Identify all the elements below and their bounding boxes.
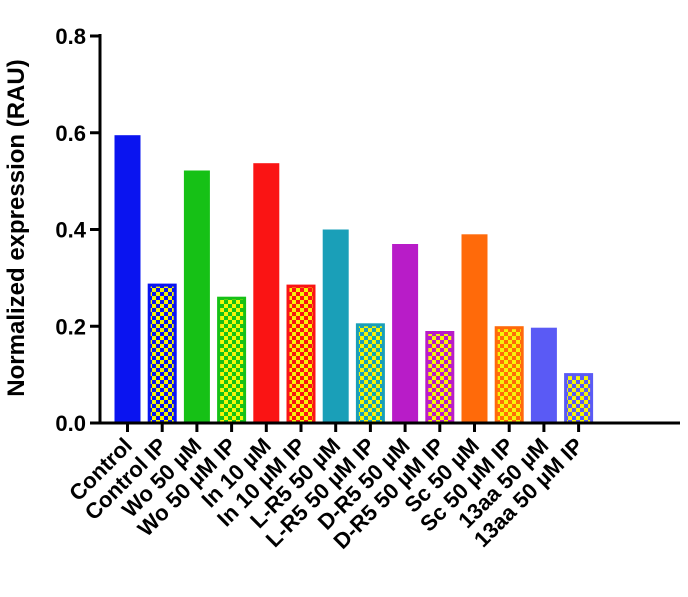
y-tick-label: 0.2 [55,314,86,339]
bar-13 [530,327,557,423]
bar-1 [114,135,141,423]
y-tick-label: 0.0 [55,411,86,436]
bar-10 [425,331,455,425]
bar-9 [392,244,419,423]
y-axis: 0.0 0.2 0.4 0.6 0.8 [55,24,102,436]
bar-3 [183,170,210,423]
bar-11 [461,234,488,423]
bars-group [114,135,594,425]
bar-12 [494,326,524,425]
y-axis-label: Normalized expression (RAU) [3,59,30,396]
y-tick-label: 0.6 [55,121,86,146]
bar-14 [564,373,594,425]
bar-2 [147,283,177,425]
bar-7 [322,229,349,423]
bar-8 [355,323,385,425]
y-tick-label: 0.8 [55,24,86,49]
bar-5 [253,163,280,423]
bar-6 [286,284,316,425]
bar-4 [217,296,247,425]
y-tick-label: 0.4 [55,218,86,243]
